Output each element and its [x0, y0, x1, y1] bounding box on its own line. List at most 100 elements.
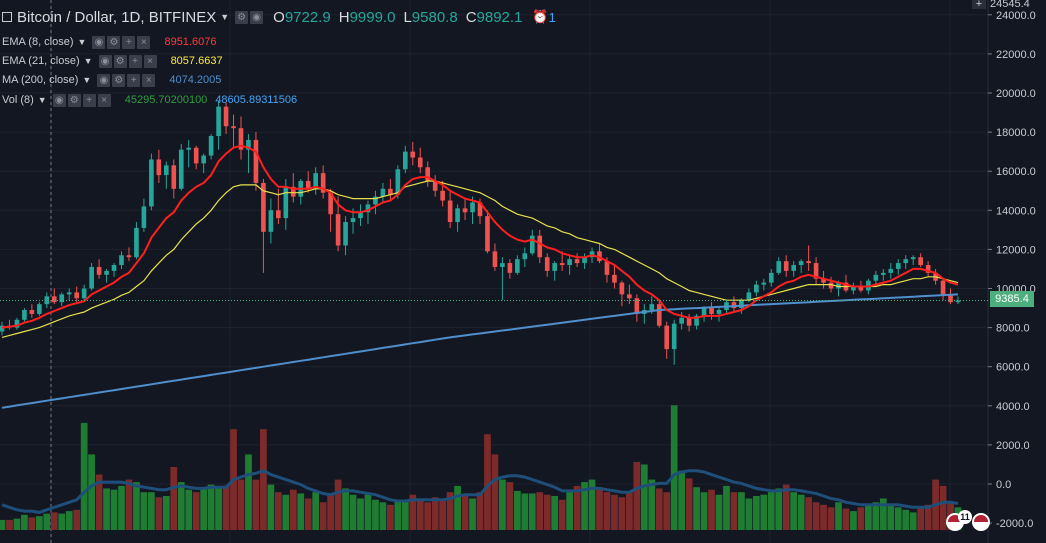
chevron-down-icon[interactable]: ▼ [83, 56, 93, 66]
high-label: H [338, 8, 350, 26]
indicator-name[interactable]: EMA (8, close) [2, 36, 74, 48]
volume-bar [805, 497, 812, 530]
volume-bar [21, 514, 28, 530]
volume-bar [88, 454, 95, 530]
gear-icon[interactable]: ⚙ [67, 93, 81, 107]
alerts-count[interactable]: 1 [548, 9, 556, 25]
gear-icon[interactable]: ⚙ [112, 73, 126, 87]
volume-bar [685, 478, 693, 530]
eye-icon[interactable]: ◉ [97, 73, 111, 87]
volume-bar [782, 484, 790, 530]
candle-body [96, 266, 102, 275]
candle-body [231, 126, 236, 129]
symbol-title[interactable]: Bitcoin / Dollar, 1D, BITFINEX [17, 8, 217, 26]
candle-body [149, 159, 154, 207]
volume-bar [13, 518, 21, 530]
close-icon[interactable]: × [143, 54, 157, 68]
close-icon[interactable]: × [97, 93, 111, 107]
volume-bar [648, 479, 656, 530]
candle-body [746, 292, 752, 301]
candle-body [216, 106, 221, 137]
volume-bar [148, 492, 155, 530]
candle-body [126, 255, 132, 258]
candle-body [507, 263, 513, 273]
close-icon[interactable]: × [137, 35, 151, 49]
volume-bar [349, 494, 357, 530]
candle-body [223, 106, 229, 127]
candle-body [134, 227, 139, 258]
candle-body [14, 319, 20, 328]
candle-body [470, 202, 475, 213]
eye-icon[interactable]: ◉ [92, 35, 106, 49]
candle-body [828, 282, 834, 289]
indicator-value: 8057.6637 [170, 55, 223, 67]
candle-body [440, 190, 445, 201]
candle-body [754, 284, 759, 293]
candle-body [656, 304, 662, 326]
candle-body [365, 204, 371, 213]
chevron-down-icon[interactable]: ▼ [77, 37, 87, 47]
volume-bar [387, 504, 394, 530]
volume-bar [207, 484, 215, 530]
chevron-down-icon[interactable]: ▼ [82, 75, 92, 85]
close-icon[interactable]: × [142, 73, 156, 87]
chevron-down-icon[interactable]: ▼ [37, 95, 47, 105]
volume-bar [200, 487, 208, 530]
candle-body [335, 214, 341, 246]
volume-bar [95, 474, 103, 530]
eye-icon[interactable]: ◉ [52, 93, 66, 107]
candle-body [178, 149, 184, 189]
plus-icon[interactable]: + [128, 54, 142, 68]
open-label: O [273, 8, 285, 26]
alarm-clock-icon[interactable]: ⏰ [532, 9, 549, 24]
candle-body [111, 265, 117, 271]
axis-tick-label: 24000.0 [996, 10, 1036, 22]
candle-body [918, 257, 923, 266]
gear-icon[interactable]: ⚙ [107, 35, 121, 49]
candle-body [559, 263, 565, 266]
indicator-value-ma: 48605.89311506 [215, 94, 298, 106]
add-plus-icon[interactable]: + [972, 0, 986, 10]
volume-bar [827, 507, 835, 530]
volume-bar [551, 495, 559, 530]
volume-bar [289, 489, 297, 530]
candle-body [350, 218, 356, 223]
volume-bar [125, 479, 133, 530]
volume-bar [103, 488, 110, 530]
candle-body [574, 259, 580, 264]
plus-icon[interactable]: + [127, 73, 141, 87]
gear-icon[interactable]: ⚙ [113, 54, 127, 68]
price-axis[interactable]: 24000.0 22000.0 20000.0 18000.0 16000.0 14000… [988, 10, 1036, 530]
candle-body [417, 157, 423, 168]
volume-bar [581, 482, 588, 530]
indicator-name[interactable]: EMA (21, close) [2, 55, 80, 67]
settings-gear-icon[interactable]: ⚙ [235, 10, 249, 24]
eye-icon[interactable]: ◉ [98, 54, 112, 68]
axis-tick-label: 14000.0 [996, 205, 1036, 217]
open-value: 9722.9 [284, 8, 331, 26]
volume-bar [252, 479, 260, 530]
plus-icon[interactable]: + [122, 35, 136, 49]
volume-bar [491, 454, 499, 530]
volume-bar [887, 504, 895, 530]
hide-eye-icon[interactable]: ◉ [250, 10, 264, 24]
indicator-name[interactable]: Vol (8) [2, 94, 34, 106]
plus-icon[interactable]: + [82, 93, 96, 107]
candle-body [813, 263, 819, 279]
symbol-row: Bitcoin / Dollar, 1D, BITFINEX ▼ ⚙ ◉ O 97… [2, 8, 556, 26]
volume-bar [379, 502, 387, 530]
volume-bar [760, 494, 768, 530]
chevron-down-icon[interactable]: ▼ [220, 12, 230, 22]
candle-body [283, 186, 289, 219]
volume-bar [678, 470, 686, 530]
candle-body [649, 304, 655, 311]
volume-bar [857, 507, 865, 530]
events-count-badge[interactable]: 11 [958, 510, 972, 524]
collapse-icon[interactable] [2, 12, 12, 22]
candle-body [425, 167, 431, 181]
indicator-name[interactable]: MA (200, close) [2, 74, 79, 86]
candle-body [261, 182, 266, 232]
economic-event-flag-icon[interactable] [972, 513, 990, 531]
candle-body [529, 235, 535, 254]
